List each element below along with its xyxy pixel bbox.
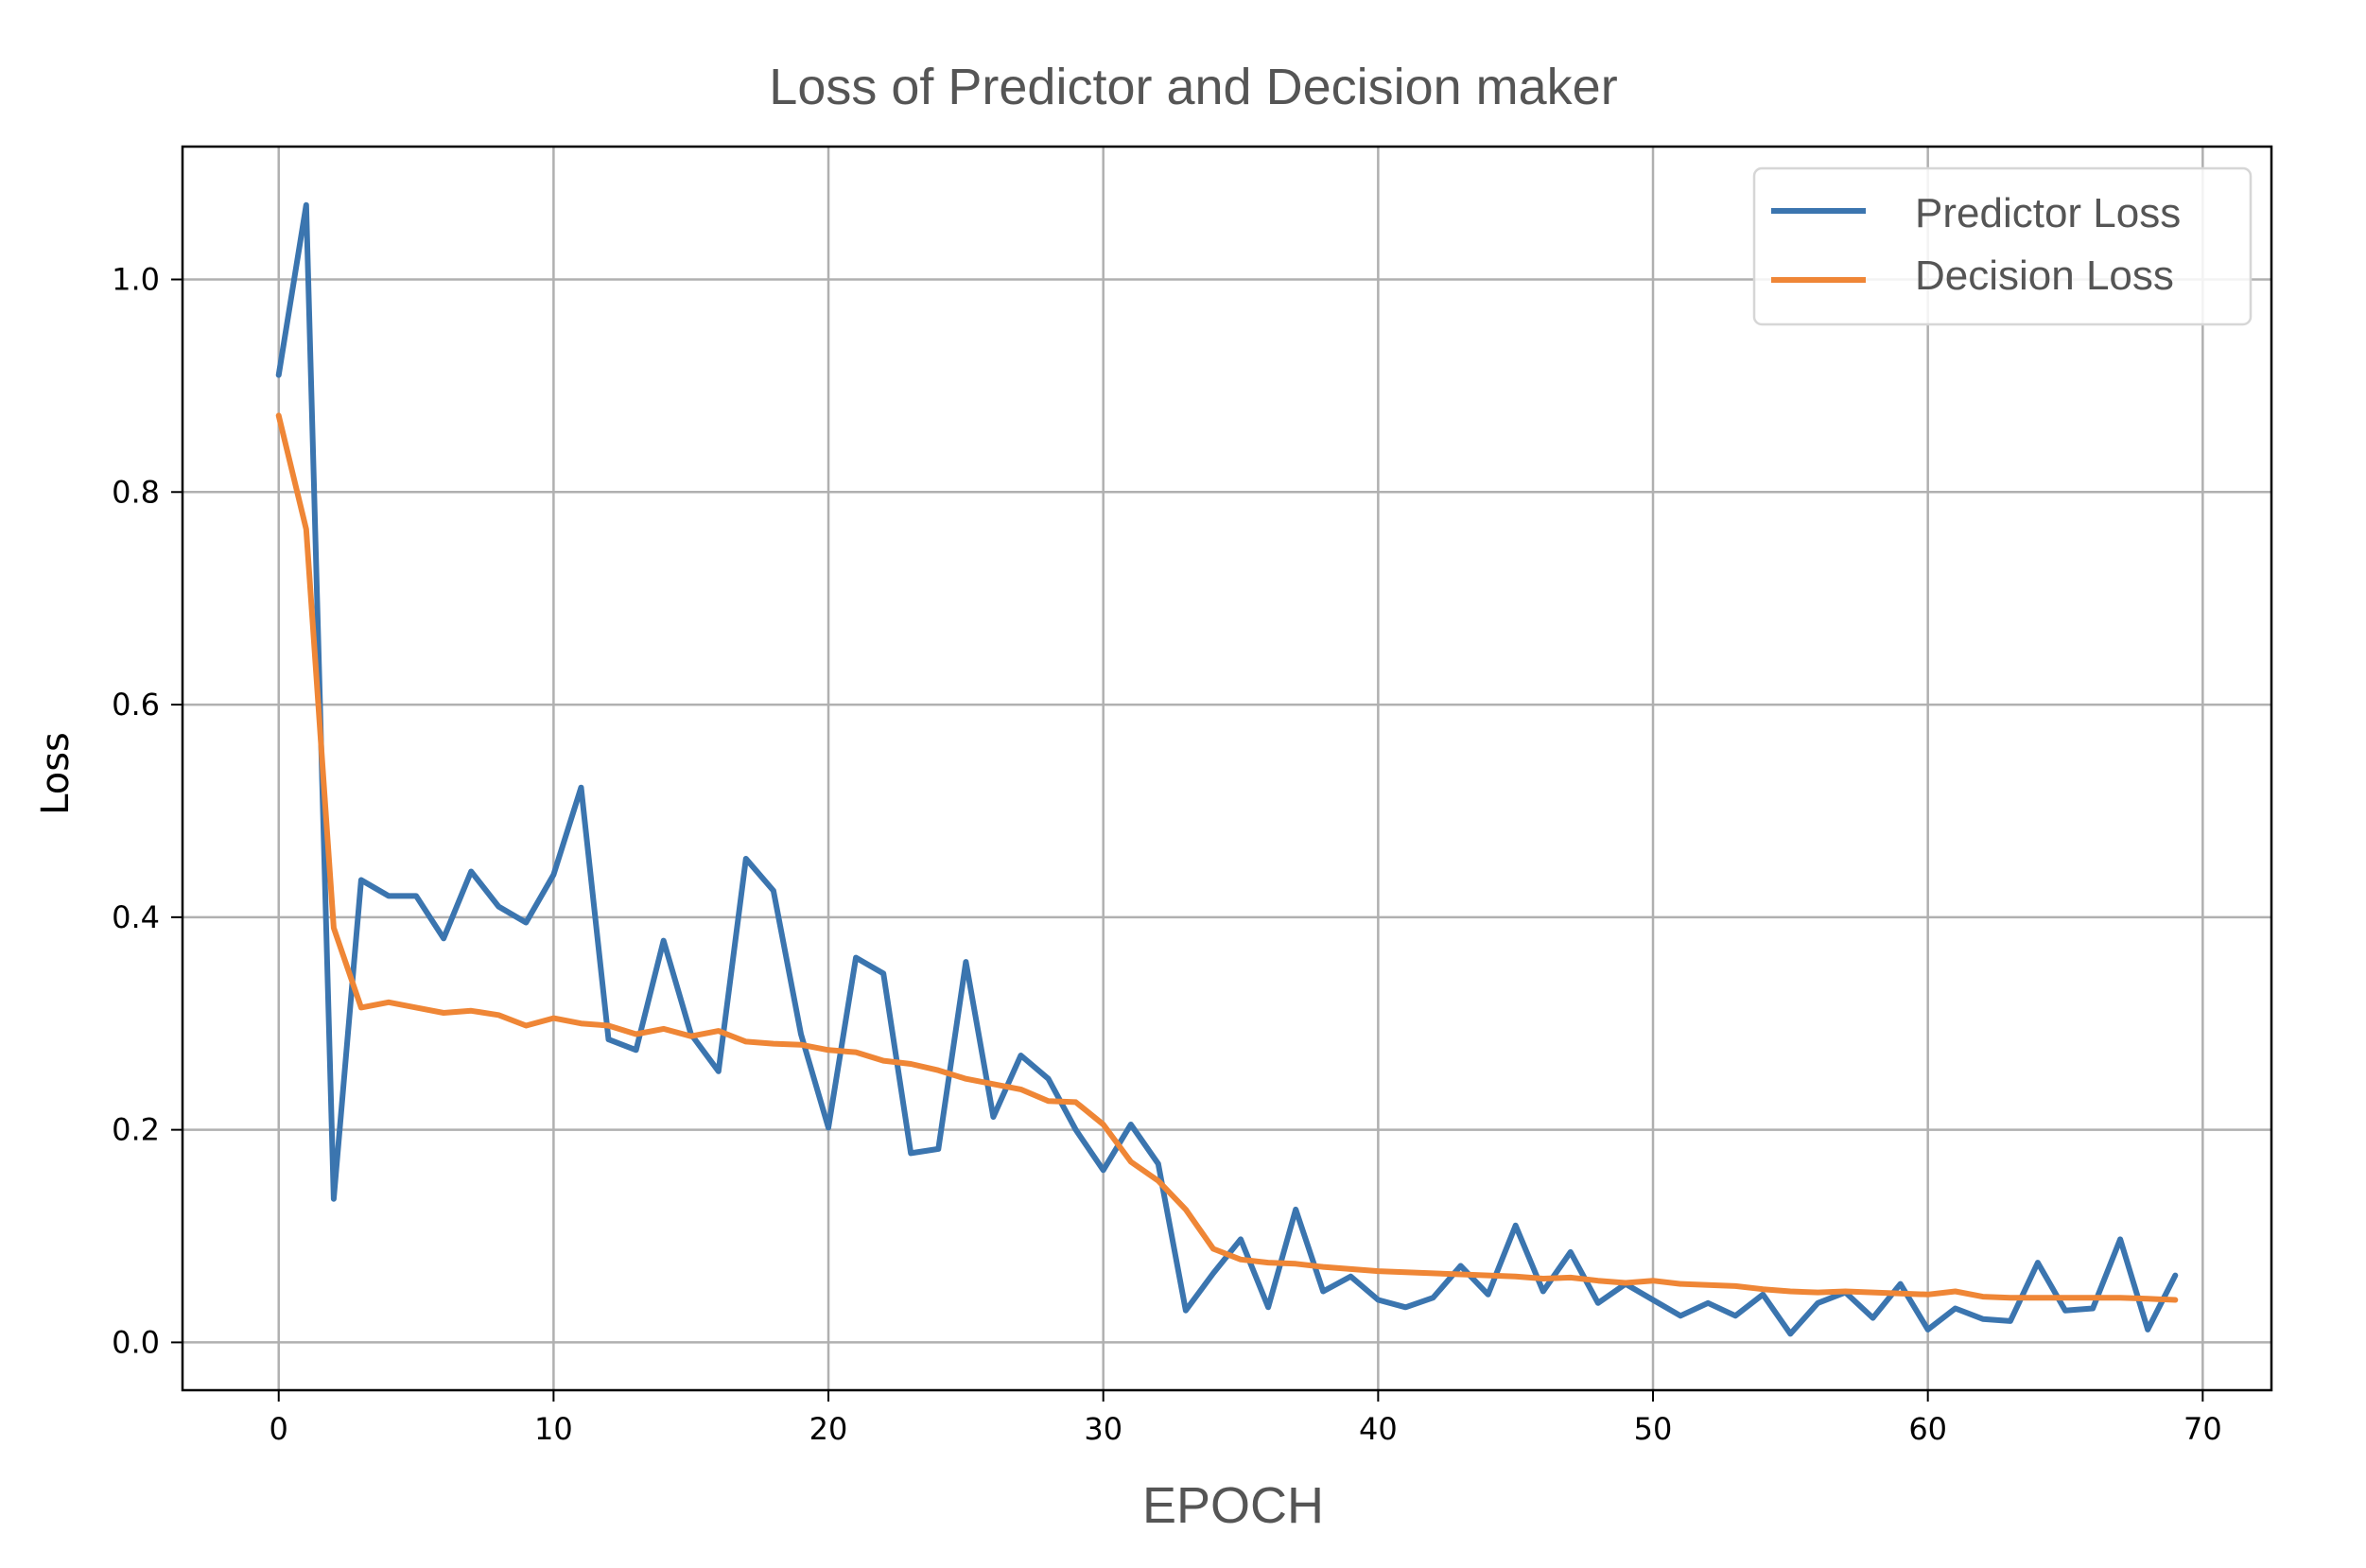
series-line-decision-loss — [275, 412, 2179, 1303]
y-tick-label: 0.6 — [112, 687, 160, 723]
legend-label-decision-loss: Decision Loss — [1915, 253, 2174, 299]
y-tick-label: 0.8 — [112, 474, 160, 510]
y-tick-label: 0.0 — [112, 1324, 160, 1360]
plot-frame — [181, 145, 2273, 1392]
x-tick-label: 60 — [1908, 1411, 1947, 1447]
axis-ticks: 0 10 20 30 40 50 60 70 0.0 0.2 0.4 0.6 0.8 1.0 — [112, 261, 2222, 1447]
x-tick-label: 40 — [1359, 1411, 1398, 1447]
x-tick-label: 70 — [2183, 1411, 2222, 1447]
x-tick-label: 50 — [1634, 1411, 1673, 1447]
x-tick-label: 0 — [270, 1411, 288, 1447]
legend-label-predictor-loss: Predictor Loss — [1915, 190, 2181, 236]
y-tick-label: 0.4 — [112, 899, 160, 935]
legend-box — [1752, 166, 2253, 326]
x-tick-label: 10 — [534, 1411, 573, 1447]
y-tick-label: 1.0 — [112, 261, 160, 297]
x-tick-label: 20 — [809, 1411, 848, 1447]
y-tick-label: 0.2 — [112, 1112, 160, 1148]
grid-lines — [183, 147, 2271, 1390]
series-lines — [275, 201, 2179, 1337]
x-axis-label: EPOCH — [1142, 1477, 1324, 1534]
y-axis-label: Loss — [34, 732, 78, 815]
x-tick-label: 30 — [1084, 1411, 1122, 1447]
legend: Predictor Loss Decision Loss — [1752, 166, 2253, 326]
chart-title: Loss of Predictor and Decision maker — [769, 59, 1617, 115]
